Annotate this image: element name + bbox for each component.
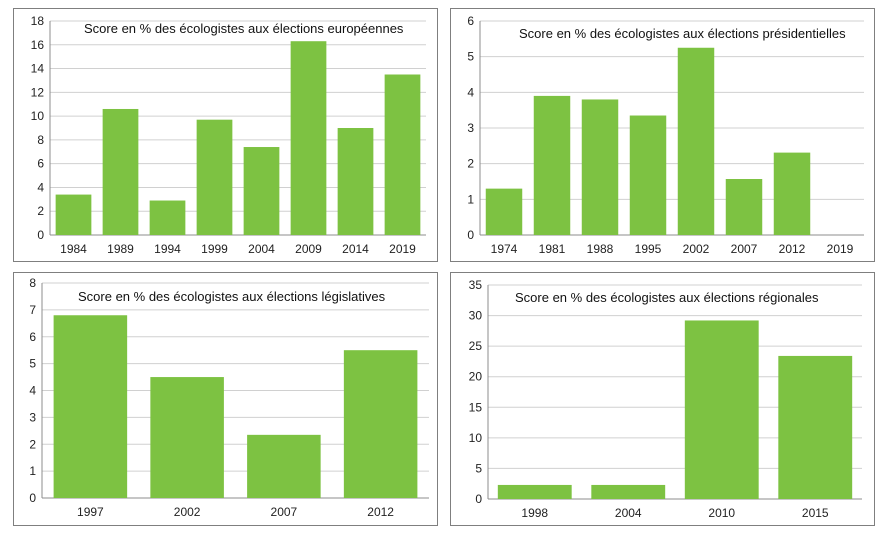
chart-title: Score en % des écologistes aux élections…	[78, 289, 386, 304]
bar-2007	[725, 179, 763, 235]
chart-title: Score en % des écologistes aux élections…	[515, 290, 819, 305]
chart-regionales: 0 5 10 15 20 25 30 35 1998 2004 2010 2015 Score en %…	[450, 272, 875, 526]
y-tick-label: 10	[31, 109, 45, 123]
bar-2014	[337, 128, 374, 235]
bar-1994	[149, 200, 186, 235]
x-tick-label: 2012	[779, 242, 806, 256]
x-tick-label: 2004	[615, 506, 642, 520]
y-tick-label: 2	[467, 157, 474, 171]
x-tick-label: 1988	[587, 242, 614, 256]
chart-title: Score en % des écologistes aux élections…	[519, 26, 846, 41]
x-tick-label: 1981	[539, 242, 566, 256]
y-tick-label: 25	[469, 339, 483, 353]
y-tick-label: 4	[467, 85, 474, 99]
y-tick-label: 6	[467, 14, 474, 28]
y-tick-label: 0	[475, 492, 482, 506]
x-tick-label: 2007	[271, 505, 298, 519]
bar-1999	[196, 119, 233, 235]
x-tick-label: 2019	[389, 242, 416, 256]
bar-2004	[591, 484, 666, 499]
y-tick-label: 3	[29, 410, 36, 424]
y-tick-label: 0	[37, 228, 44, 242]
bar-2002	[150, 377, 224, 498]
y-tick-label: 1	[29, 464, 36, 478]
x-tick-label: 2010	[708, 506, 735, 520]
bar-1988	[581, 99, 619, 235]
y-tick-label: 30	[469, 309, 483, 323]
bar-2007	[247, 434, 321, 498]
bar-1989	[102, 108, 139, 235]
chart-svg-regionales: 0 5 10 15 20 25 30 35 1998 2004 2010 2015 Score en %…	[469, 278, 862, 520]
y-tick-label: 4	[37, 180, 44, 194]
bar-1997	[53, 315, 128, 498]
x-tick-label: 1995	[635, 242, 662, 256]
y-tick-label: 10	[469, 431, 483, 445]
bar-2012	[343, 350, 418, 498]
bar-1998	[497, 484, 572, 499]
x-tick-label: 2009	[295, 242, 322, 256]
y-tick-label: 18	[31, 14, 45, 28]
y-tick-label: 6	[37, 157, 44, 171]
x-tick-label: 2014	[342, 242, 369, 256]
y-tick-label: 15	[469, 400, 483, 414]
y-tick-label: 16	[31, 38, 45, 52]
x-tick-label: 1989	[107, 242, 134, 256]
x-tick-label: 2007	[731, 242, 758, 256]
x-tick-label: 2019	[827, 242, 854, 256]
chart-svg-europeennes: 0 2 4 6 8 10 12 14 16 18 1984 1989 1994 1999 2004 2009 2…	[31, 14, 426, 256]
x-tick-label: 2002	[174, 505, 201, 519]
chart-title: Score en % des écologistes aux élections…	[84, 21, 404, 36]
bar-1995	[629, 115, 667, 235]
y-tick-label: 12	[31, 85, 45, 99]
y-tick-label: 20	[469, 370, 483, 384]
x-tick-label: 2012	[367, 505, 394, 519]
chart-presidentielles: 0 1 2 3 4 5 6 1974 1981 1988 1995 2002 2007 2012 2019 S…	[450, 8, 875, 262]
y-tick-label: 5	[29, 357, 36, 371]
chart-legislatives: 0 1 2 3 4 5 6 7 8 1997 2002 2007 2012 Score en % des …	[13, 272, 438, 526]
bar-1984	[55, 194, 92, 235]
y-tick-label: 4	[29, 384, 36, 398]
y-tick-label: 6	[29, 330, 36, 344]
chart-svg-presidentielles: 0 1 2 3 4 5 6 1974 1981 1988 1995 2002 2007 2012 2019 S…	[467, 14, 864, 256]
y-tick-label: 3	[467, 121, 474, 135]
bar-2009	[290, 41, 327, 235]
y-tick-label: 8	[37, 133, 44, 147]
bar-2010	[684, 320, 759, 499]
x-tick-label: 1999	[201, 242, 228, 256]
bar-2004	[243, 147, 280, 235]
x-tick-label: 2002	[683, 242, 710, 256]
y-tick-label: 2	[37, 204, 44, 218]
bar-2002	[677, 47, 715, 235]
chart-europeennes: 0 2 4 6 8 10 12 14 16 18 1984 1989 1994 1999 2004 2009 2…	[13, 8, 438, 262]
y-tick-label: 0	[29, 491, 36, 505]
bar-2015	[778, 355, 853, 499]
x-tick-label: 2004	[248, 242, 275, 256]
y-tick-label: 5	[467, 50, 474, 64]
y-tick-label: 7	[29, 303, 36, 317]
y-tick-label: 14	[31, 62, 45, 76]
x-tick-label: 1997	[77, 505, 104, 519]
y-tick-label: 35	[469, 278, 483, 292]
bar-2012	[773, 152, 811, 235]
y-tick-label: 2	[29, 437, 36, 451]
x-tick-label: 1998	[521, 506, 548, 520]
x-tick-label: 1974	[491, 242, 518, 256]
x-tick-label: 1994	[154, 242, 181, 256]
bar-1981	[533, 95, 571, 236]
bar-1974	[485, 188, 523, 235]
bar-2019	[384, 74, 421, 235]
x-tick-label: 1984	[60, 242, 87, 256]
y-tick-label: 1	[467, 192, 474, 206]
y-tick-label: 8	[29, 276, 36, 290]
y-tick-label: 0	[467, 228, 474, 242]
x-tick-label: 2015	[802, 506, 829, 520]
chart-svg-legislatives: 0 1 2 3 4 5 6 7 8 1997 2002 2007 2012 Score en % des …	[29, 276, 429, 519]
y-tick-label: 5	[475, 461, 482, 475]
